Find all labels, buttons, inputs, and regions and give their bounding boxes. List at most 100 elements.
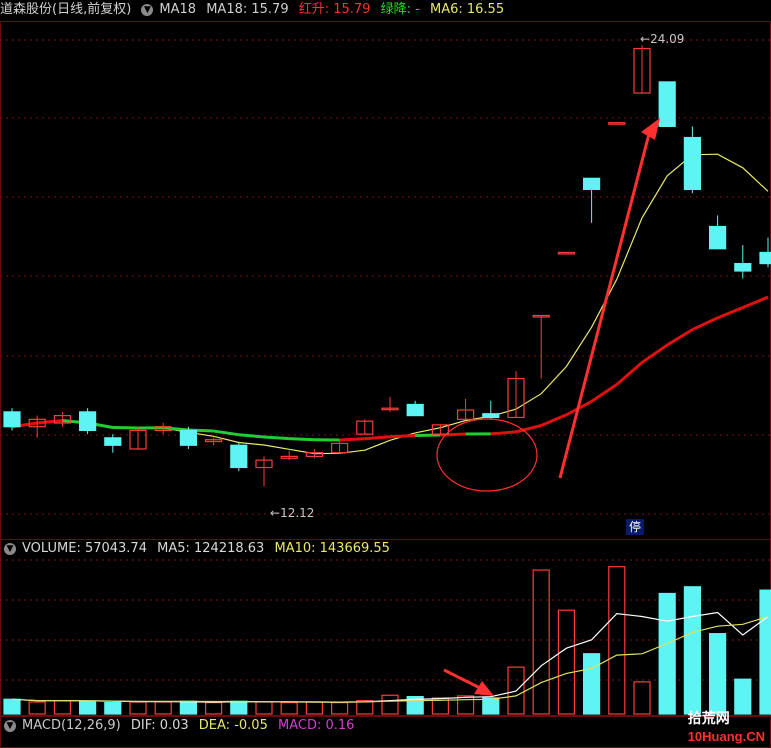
volume-bar-15 <box>381 694 399 715</box>
volume-bar-17 <box>431 697 449 715</box>
volume-bar-30 <box>759 589 771 715</box>
candle-body-19 <box>482 413 500 419</box>
breakout-circle <box>436 418 538 492</box>
ma18-segment-30 <box>742 295 769 309</box>
ma18-segment-16 <box>389 434 416 439</box>
volume-ma5: MA5: 124218.63 <box>157 541 265 556</box>
volume-ma10-line <box>11 616 769 703</box>
ma18-segment-2 <box>37 419 63 425</box>
ma18-value: MA18: 15.79 <box>206 2 289 17</box>
ma18-segment-24 <box>590 383 618 403</box>
ma18-segment-7 <box>163 426 189 432</box>
candle-body-30 <box>759 251 771 265</box>
candle-body-9 <box>230 444 248 469</box>
volume-bar-2 <box>53 700 72 715</box>
ma18-segment-29 <box>717 306 744 320</box>
volume-bar-21 <box>532 569 550 715</box>
candle-body-28 <box>708 225 727 250</box>
watermark: 拾荒网 10Huang.CN <box>688 708 765 744</box>
volume-bar-27 <box>683 586 702 715</box>
low-price-label: ←12.12 <box>270 506 315 520</box>
trend-arrow-head <box>641 118 660 140</box>
volume-bar-26 <box>658 592 676 715</box>
candle-body-15 <box>381 407 399 411</box>
ma6-value: MA6: 16.55 <box>429 2 505 17</box>
candle-body-29 <box>734 262 752 272</box>
volume-bar-19 <box>482 697 500 715</box>
volume-bar-22 <box>557 609 576 715</box>
volume-ma10: MA10: 143669.55 <box>274 541 390 556</box>
volume-bar-24 <box>608 566 626 715</box>
volume-bar-3 <box>78 700 97 715</box>
volume-header: ▼ VOLUME: 57043.74 MA5: 124218.63 MA10: 1… <box>0 539 396 559</box>
candle-body-14 <box>356 420 374 435</box>
candle-body-2 <box>53 415 72 424</box>
volume-arrow-head <box>474 681 494 696</box>
candle-body-25 <box>633 47 651 94</box>
settings-icon[interactable]: ▼ <box>141 3 154 16</box>
trend-arrow-shaft <box>558 129 652 479</box>
volume-bar-1 <box>28 701 46 715</box>
volume-settings-icon[interactable]: ▼ <box>4 542 16 555</box>
ma18-segment-27 <box>666 328 694 347</box>
watermark-brand: 拾荒网 <box>687 710 730 726</box>
volume-bar-14 <box>356 700 374 715</box>
candle-body-1 <box>28 418 46 428</box>
candle-body-16 <box>406 403 424 417</box>
candle-body-17 <box>431 424 449 435</box>
candle-body-27 <box>683 136 702 191</box>
volume-arrow-shaft <box>443 668 485 692</box>
candle-body-10 <box>255 459 273 469</box>
candle-body-20 <box>507 377 525 419</box>
green-down-value: 绿降: - <box>380 2 420 17</box>
ma18-segment-20 <box>490 430 517 436</box>
candle-body-23 <box>582 177 601 191</box>
candle-body-13 <box>331 442 349 454</box>
panel-border-1 <box>0 539 771 716</box>
volume-bar-29 <box>734 678 752 715</box>
watermark-domain: 10Huang.CN <box>687 729 765 744</box>
ma18-segment-21 <box>515 424 542 434</box>
candle-body-8 <box>205 439 223 443</box>
ma18-segment-11 <box>263 435 290 441</box>
ma18-segment-9 <box>213 429 240 437</box>
volume-bar-12 <box>305 701 323 715</box>
volume-bar-18 <box>457 695 475 715</box>
panel-border-0 <box>0 21 771 540</box>
macd-params: MACD(12,26,9) <box>22 718 121 733</box>
candle-body-4 <box>104 437 122 446</box>
ma18-segment-17 <box>415 433 441 438</box>
macd-header: ▼ MACD(12,26,9) DIF: 0.03 DEA: -0.05 MACD… <box>0 716 360 736</box>
candle-body-5 <box>129 429 147 450</box>
volume-bar-7 <box>179 700 197 715</box>
macd-settings-icon[interactable]: ▼ <box>4 719 16 732</box>
volume-bar-9 <box>230 700 248 715</box>
ma18-segment-26 <box>641 343 669 364</box>
volume-bar-8 <box>205 702 223 715</box>
candle-body-18 <box>457 409 475 420</box>
volume-bar-25 <box>633 681 651 715</box>
volume-bar-28 <box>708 633 727 715</box>
candle-body-6 <box>154 426 172 432</box>
volume-bar-20 <box>507 666 525 715</box>
volume-value: VOLUME: 57043.74 <box>22 541 147 556</box>
ma18-segment-10 <box>238 433 265 439</box>
ma18-segment-12 <box>289 437 315 442</box>
volume-bar-10 <box>255 701 273 715</box>
candle-body-12 <box>305 452 323 457</box>
volume-bar-0 <box>3 698 21 715</box>
candle-body-0 <box>3 411 21 428</box>
volume-bar-13 <box>331 702 349 715</box>
ma18-segment-14 <box>339 437 365 442</box>
red-up-value: 红升: 15.79 <box>298 2 371 17</box>
macd-value: MACD: 0.16 <box>277 718 355 733</box>
volume-bar-6 <box>154 701 172 715</box>
price-header: 道森股份(日线,前复权) ▼ MA18 MA18: 15.79 红升: 15.79… <box>0 0 510 20</box>
high-price-label: ←24.09 <box>640 32 685 46</box>
ma18-segment-25 <box>615 361 643 386</box>
ma18-segment-15 <box>364 435 391 441</box>
candle-body-24 <box>608 122 626 125</box>
candle-body-3 <box>78 411 97 432</box>
macd-dif: DIF: 0.03 <box>130 718 189 733</box>
